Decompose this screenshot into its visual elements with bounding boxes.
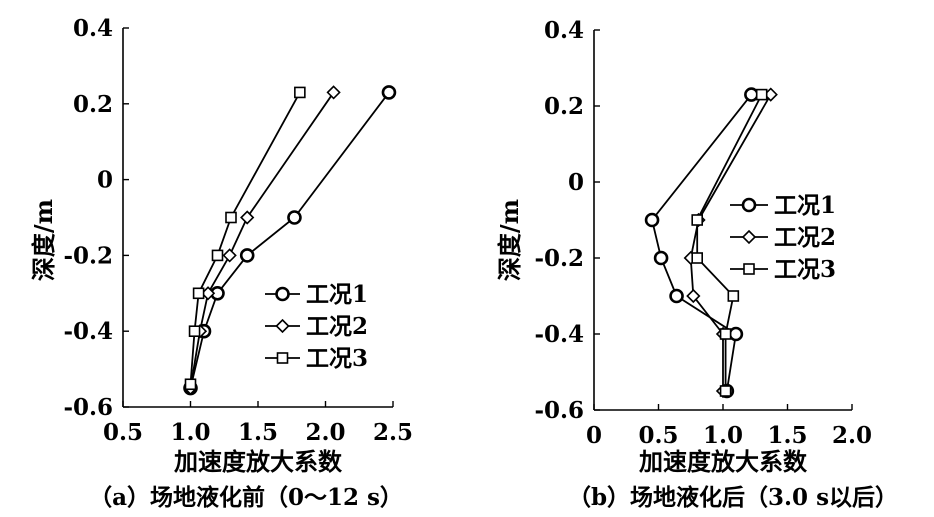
data-point-series-3 xyxy=(719,385,732,397)
y-tick-label: 0.4 xyxy=(544,17,584,44)
panel-caption: （b）场地液化后（3.0 s以后） xyxy=(568,484,898,511)
legend: 工况1 工况2 工况3 xyxy=(265,281,368,372)
series-line-2 xyxy=(689,94,772,391)
y-tick-label: 0.2 xyxy=(73,91,113,118)
x-tick-label: 1.5 xyxy=(767,422,807,449)
x-tick-label: 1.0 xyxy=(170,419,210,446)
legend-label: 工况3 xyxy=(774,256,836,283)
data-point-series-1 xyxy=(744,87,759,102)
data-point-series-3 xyxy=(727,290,740,302)
data-point-series-3 xyxy=(294,86,306,99)
data-point-series-2 xyxy=(240,210,255,225)
series-line-1 xyxy=(651,94,753,392)
series-line-3 xyxy=(189,91,301,385)
data-point-series-1 xyxy=(653,250,669,266)
y-axis-label: 深度/m xyxy=(495,199,524,281)
data-point-series-2 xyxy=(686,288,701,304)
data-point-series-3 xyxy=(211,249,224,262)
y-tick-label: 0.2 xyxy=(544,93,584,120)
data-point-series-1 xyxy=(381,85,397,100)
legend-label: 工况1 xyxy=(306,281,368,308)
series-line-3 xyxy=(696,94,763,391)
data-point-series-2 xyxy=(222,248,237,263)
data-point-series-1 xyxy=(728,326,744,342)
legend-label: 工况3 xyxy=(306,345,368,372)
x-tick-label: 2.0 xyxy=(305,419,345,446)
legend-label: 工况2 xyxy=(306,313,368,340)
legend-label: 工况2 xyxy=(774,224,836,251)
data-point-series-3 xyxy=(691,214,704,226)
y-tick-label: -0.2 xyxy=(63,242,113,269)
panel-caption: （a）场地液化前（0～12 s） xyxy=(89,484,403,511)
x-tick-label: 0.5 xyxy=(103,419,143,446)
y-tick-label: -0.4 xyxy=(63,318,113,345)
data-point-series-1 xyxy=(669,288,684,304)
data-point-series-3 xyxy=(192,287,205,300)
legend-label: 工况1 xyxy=(774,192,836,219)
y-tick-label: 0 xyxy=(97,167,113,194)
legend: 工况1 工况2 工况3 xyxy=(730,192,836,283)
chart-panel-b: 0 0.5 1.0 1.5 2.0 -0.6 -0.4 -0.2 0 0.2 0.4 加速度放大系数 深… xyxy=(495,17,898,511)
series-line-2 xyxy=(189,91,335,389)
data-point-series-1 xyxy=(644,212,660,228)
data-point-series-3 xyxy=(719,328,732,340)
legend-marker xyxy=(741,197,757,213)
x-axis-label: 加速度放大系数 xyxy=(174,447,343,476)
legend-marker xyxy=(276,352,289,364)
y-tick-label: -0.6 xyxy=(534,397,584,424)
legend-marker xyxy=(741,229,757,245)
data-point-series-2 xyxy=(326,85,341,100)
legend-marker xyxy=(275,318,290,334)
y-tick-label: -0.4 xyxy=(534,321,584,348)
data-point-series-3 xyxy=(184,378,197,391)
x-tick-label: 1.0 xyxy=(703,422,743,449)
series-line-1 xyxy=(189,91,390,389)
data-point-series-3 xyxy=(225,211,237,224)
x-tick-label: 0 xyxy=(586,422,602,449)
data-point-series-3 xyxy=(691,252,704,264)
legend-marker xyxy=(743,263,755,275)
x-tick-label: 1.5 xyxy=(238,419,278,446)
data-point-series-1 xyxy=(239,248,255,263)
x-tick-label: 2.0 xyxy=(832,422,872,449)
chart-panel-a: 0.5 1.0 1.5 2.0 2.5 -0.6 -0.4 -0.2 0 0.2 0.4 加速度放大系… xyxy=(29,15,413,511)
y-tick-label: 0 xyxy=(568,169,584,196)
legend-marker xyxy=(275,286,290,302)
y-tick-label: -0.2 xyxy=(534,245,584,272)
y-axis-label: 深度/m xyxy=(29,199,58,281)
x-axis-label: 加速度放大系数 xyxy=(639,447,808,476)
x-tick-label: 2.5 xyxy=(373,419,413,446)
data-point-series-3 xyxy=(188,325,201,338)
data-point-series-1 xyxy=(287,210,302,225)
x-tick-label: 0.5 xyxy=(638,422,678,449)
y-tick-label: 0.4 xyxy=(73,15,113,42)
data-point-series-3 xyxy=(755,88,768,101)
y-tick-label: -0.6 xyxy=(63,394,113,421)
